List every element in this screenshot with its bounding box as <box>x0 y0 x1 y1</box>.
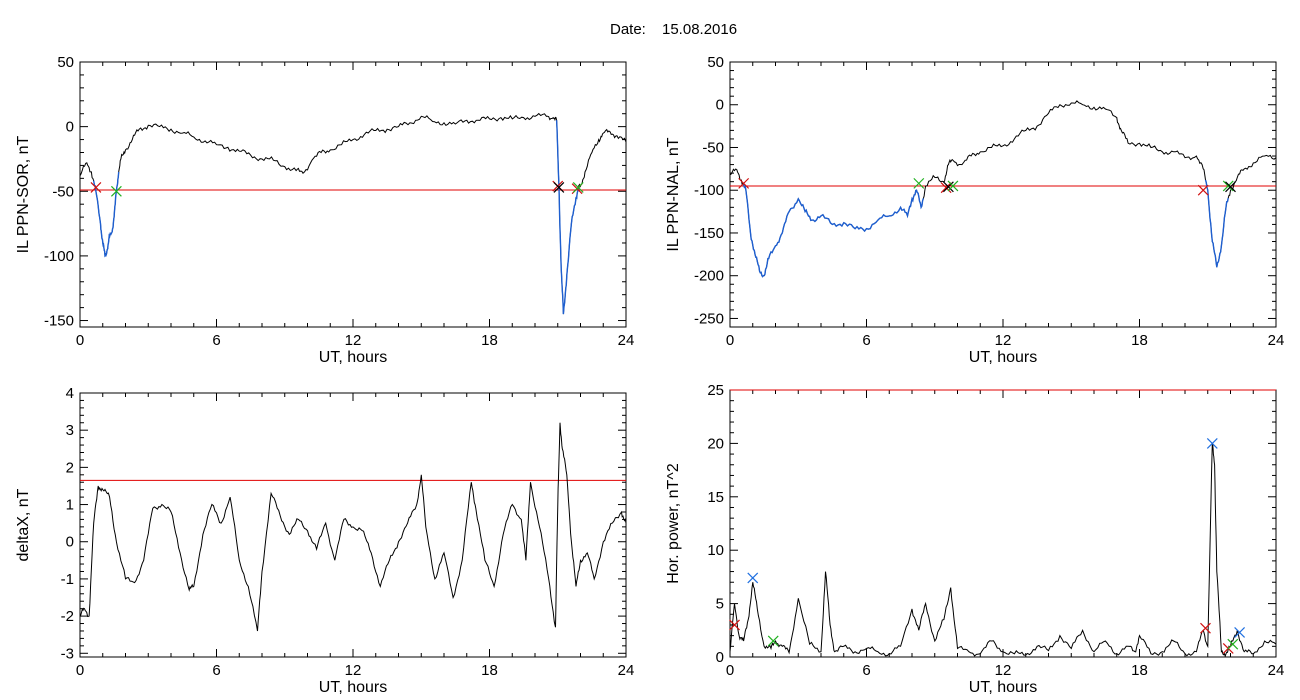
chart-sor-ytick-label: -100 <box>44 248 74 265</box>
chart-nal-marker <box>738 177 750 189</box>
chart-deltax-ytick-label: 4 <box>66 385 74 402</box>
chart-nal-frame <box>729 61 1277 328</box>
chart-nal-ytick-label: -100 <box>694 182 724 199</box>
chart-nal-marker <box>913 177 925 189</box>
chart-nal-marker <box>940 182 952 194</box>
chart-sor-series-line <box>80 112 626 315</box>
chart-nal-ytick-label: 50 <box>707 54 724 71</box>
chart-nal-marker <box>942 181 954 193</box>
chart-sor-highlight-segment <box>555 120 579 315</box>
chart-power-frame <box>729 389 1277 658</box>
chart-nal-highlight-segment <box>742 184 765 278</box>
date-value: 15.08.2016 <box>662 21 737 38</box>
chart-deltax-ytick-label: 0 <box>66 534 74 551</box>
chart-nal-xtick-label: 24 <box>1268 332 1285 349</box>
chart-power-ytick-label: 15 <box>707 489 724 506</box>
chart-deltax-xtick-label: 12 <box>345 662 362 679</box>
chart-power-xtick-label: 0 <box>726 662 734 679</box>
chart-sor-xlabel: UT, hours <box>319 349 387 366</box>
chart-power-ylabel: Hor. power, nT^2 <box>665 463 682 584</box>
chart-nal-ytick-label: -50 <box>702 139 724 156</box>
chart-power-xtick-label: 12 <box>995 662 1012 679</box>
panel-nal: 0 6 12 18 24 -250 -200 -150 -100 -50 0 50 UT, hours I… <box>665 54 1284 366</box>
chart-power-marker <box>747 572 759 584</box>
chart-power-series-line <box>730 443 1276 657</box>
chart-nal-ytick-label: -150 <box>694 225 724 242</box>
panel-sor: 0 6 12 18 24 -150 -100 -50 0 50 UT, hours IL PPN-SO… <box>15 54 634 366</box>
chart-nal-marker <box>1225 181 1236 193</box>
chart-sor-marker <box>572 181 584 193</box>
chart-sor-highlight-segment <box>93 171 120 258</box>
chart-power-marker <box>1227 638 1239 650</box>
chart-deltax-ytick-label: -2 <box>61 608 74 625</box>
chart-sor-ytick-label: -50 <box>52 183 74 200</box>
chart-deltax-xtick-label: 0 <box>76 662 84 679</box>
chart-power-xlabel: UT, hours <box>969 679 1037 696</box>
chart-nal-ytick-label: -200 <box>694 268 724 285</box>
chart-deltax-ytick-label: -3 <box>61 645 74 662</box>
chart-power-xtick-label: 18 <box>1131 662 1148 679</box>
chart-deltax-xtick-label: 24 <box>618 662 635 679</box>
chart-nal-xtick-label: 0 <box>726 332 734 349</box>
chart-power-marker <box>1200 622 1211 634</box>
chart-power-marker <box>767 635 779 647</box>
chart-sor-marker <box>553 181 565 193</box>
chart-nal-marker <box>947 180 959 192</box>
chart-power-ytick-label: 5 <box>716 596 724 613</box>
chart-sor-ylabel: IL PPN-SOR, nT <box>15 135 32 253</box>
chart-sor-marker <box>90 181 102 193</box>
chart-sor-marker <box>110 185 122 197</box>
chart-deltax-ytick-label: 3 <box>66 422 74 439</box>
chart-nal-ytick-label: -250 <box>694 310 724 327</box>
chart-nal-ytick-label: 0 <box>716 97 724 114</box>
chart-nal-highlight-segment <box>763 189 925 277</box>
chart-nal-series-line <box>730 100 1276 278</box>
chart-power-ytick-label: 25 <box>707 382 724 399</box>
chart-sor-frame <box>79 61 627 328</box>
chart-power-marker <box>1206 437 1218 449</box>
chart-power-ytick-label: 20 <box>707 435 724 452</box>
chart-deltax-ytick-label: 1 <box>66 497 74 514</box>
chart-sor-ytick-label: 0 <box>66 119 74 136</box>
chart-sor-xtick-label: 6 <box>212 332 220 349</box>
panel-power: 0 6 12 18 24 0 5 10 15 20 25 UT, hours Hor. power, n… <box>665 382 1284 696</box>
chart-sor-ytick-label: -150 <box>44 313 74 330</box>
chart-power-marker <box>1234 627 1246 638</box>
chart-power-xtick-label: 6 <box>862 662 870 679</box>
chart-power-ytick-label: 10 <box>707 542 724 559</box>
chart-deltax-frame <box>79 392 627 658</box>
chart-sor-xtick-label: 18 <box>481 332 498 349</box>
chart-power-xtick-label: 24 <box>1268 662 1285 679</box>
chart-nal-xtick-label: 18 <box>1131 332 1148 349</box>
chart-nal-xlabel: UT, hours <box>969 349 1037 366</box>
chart-deltax-xlabel: UT, hours <box>319 679 387 696</box>
chart-sor-xtick-label: 0 <box>76 332 84 349</box>
chart-deltax-series-line <box>80 422 626 632</box>
chart-power-marker <box>729 619 740 631</box>
chart-nal-xtick-label: 12 <box>995 332 1012 349</box>
chart-sor-xtick-label: 24 <box>618 332 635 349</box>
chart-nal-highlight-segment <box>1204 179 1229 268</box>
chart-nal-marker <box>1222 180 1234 192</box>
chart-nal-xtick-label: 6 <box>862 332 870 349</box>
chart-deltax-ylabel: deltaX, nT <box>15 488 32 561</box>
chart-deltax-ytick-label: 2 <box>66 459 74 476</box>
chart-sor-ytick-label: 50 <box>57 54 74 71</box>
chart-deltax-xtick-label: 18 <box>481 662 498 679</box>
chart-power-ytick-label: 0 <box>716 649 724 666</box>
chart-sor-xtick-label: 12 <box>345 332 362 349</box>
chart-nal-ylabel: IL PPN-NAL, nT <box>665 137 682 251</box>
chart-nal-marker <box>1197 184 1209 196</box>
chart-deltax-xtick-label: 6 <box>212 662 220 679</box>
chart-deltax-ytick-label: -1 <box>61 571 74 588</box>
date-label: Date: <box>610 21 646 38</box>
